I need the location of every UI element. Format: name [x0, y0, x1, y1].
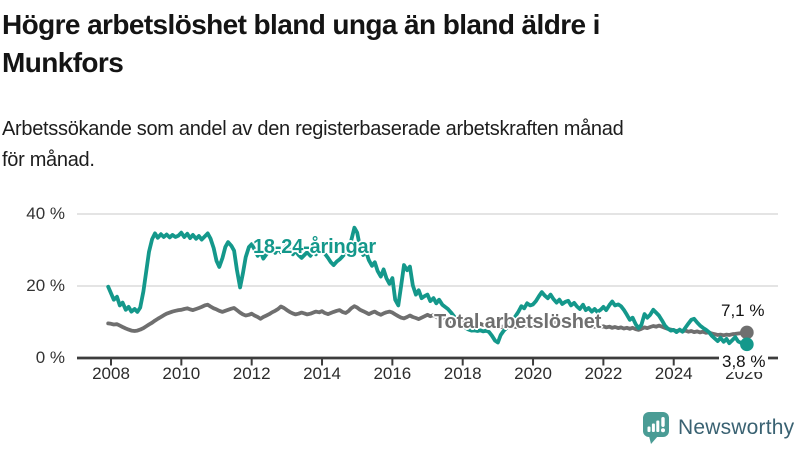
series-label-total: Total arbetslöshet: [434, 311, 602, 333]
brand-name: Newsworthy: [678, 416, 795, 439]
series-end-dot-total: [740, 325, 754, 340]
chart-subtitle-line2: för månad.: [2, 149, 95, 171]
y-tick-label: 20 %: [26, 276, 65, 295]
x-tick-label: 2014: [303, 364, 341, 383]
y-tick-label: 40 %: [26, 204, 65, 223]
x-tick-label: 2012: [232, 364, 271, 383]
series-label-youth: 18-24-åringar: [253, 236, 377, 258]
newsworthy-logo: Newsworthy: [642, 410, 800, 450]
series-line-total: [106, 302, 749, 338]
x-tick-label: 2018: [443, 364, 482, 383]
series-end-dot-youth: [740, 337, 754, 352]
chart-title-line2: Munkfors: [2, 47, 124, 78]
x-tick-label: 2022: [584, 364, 623, 383]
end-value-label-total: 7,1 %: [721, 301, 765, 320]
y-tick-label: 0 %: [35, 348, 65, 367]
chart-subtitle-line1: Arbetssökande som andel av den registerb…: [2, 118, 624, 140]
chart-title-line1: Högre arbetslöshet bland unga än bland ä…: [2, 9, 600, 40]
series-line-youth: [106, 225, 749, 347]
x-tick-label: 2020: [514, 364, 552, 383]
x-tick-label: 2016: [373, 364, 412, 383]
chart-subtitle: Arbetssökande som andel av den registerb…: [2, 114, 794, 176]
end-value-label-youth: 3,8 %: [719, 352, 769, 372]
newsworthy-bubble-barchart-icon: [643, 412, 669, 444]
chart-title: Högre arbetslöshet bland unga än bland ä…: [2, 6, 794, 82]
x-tick-label: 2010: [162, 364, 201, 383]
x-tick-label: 2008: [92, 364, 130, 383]
x-tick-label: 2024: [654, 364, 693, 383]
